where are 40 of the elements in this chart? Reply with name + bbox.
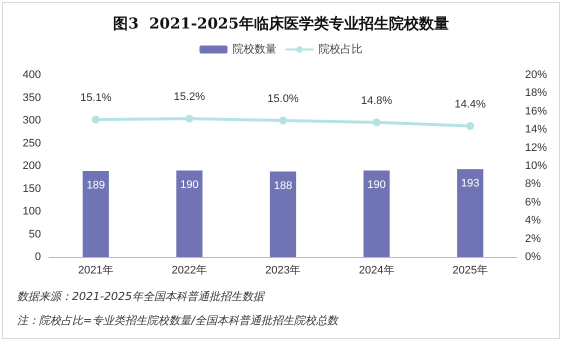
x-tick-label: 2024年: [358, 264, 394, 276]
x-tick-label: 2025年: [452, 264, 488, 276]
data-label: 15.0%: [267, 93, 299, 105]
legend-label: 院校占比: [318, 42, 362, 56]
y-tick-label: 350: [22, 92, 41, 104]
data-label: 14.8%: [361, 94, 392, 107]
y2-tick-label: 6%: [525, 196, 542, 208]
y2-tick-label: 12%: [525, 142, 548, 154]
x-tick-label: 2023年: [265, 264, 301, 276]
data-label: 14.4%: [454, 98, 486, 110]
y-tick-label: 150: [22, 182, 41, 195]
data-label: 193: [461, 178, 480, 190]
y-tick-label: 100: [22, 206, 41, 218]
data-label: 190: [367, 179, 386, 192]
y-tick-label: 300: [22, 114, 41, 126]
y-tick-label: 50: [28, 228, 41, 240]
data-label: 188: [274, 180, 292, 192]
chart-title: 图3 2021-2025年临床医学类专业招生院校数量: [113, 14, 449, 32]
y-tick-label: 0: [34, 251, 41, 263]
x-tick-label: 2022年: [172, 264, 208, 276]
text: 注：院校占比=专业类招生院校数量/全国本科普通批招生院校总数: [17, 313, 338, 328]
y-tick-label: 400: [22, 69, 41, 81]
y2-tick-label: 8%: [525, 178, 542, 190]
y2-tick-label: 16%: [525, 105, 548, 118]
y2-tick-label: 14%: [525, 124, 548, 136]
y2-tick-label: 18%: [525, 87, 548, 100]
source-note: 数据来源：2021-2025年全国本科普通批招生数据: [17, 289, 264, 304]
data-label: 190: [180, 179, 199, 192]
legend-label: 院校数量: [232, 42, 276, 56]
data-label: 15.1%: [80, 92, 112, 104]
y-tick-label: 250: [22, 137, 41, 150]
x-tick-label: 2021年: [78, 264, 114, 276]
y-tick-label: 200: [22, 160, 41, 172]
y2-tick-label: 4%: [525, 214, 542, 227]
y2-tick-label: 2%: [525, 232, 542, 245]
y2-tick-label: 10%: [525, 160, 548, 172]
y2-tick-label: 0%: [525, 251, 542, 263]
data-label: 189: [86, 180, 105, 192]
data-label: 15.2%: [174, 91, 206, 104]
y2-tick-label: 20%: [525, 69, 548, 81]
